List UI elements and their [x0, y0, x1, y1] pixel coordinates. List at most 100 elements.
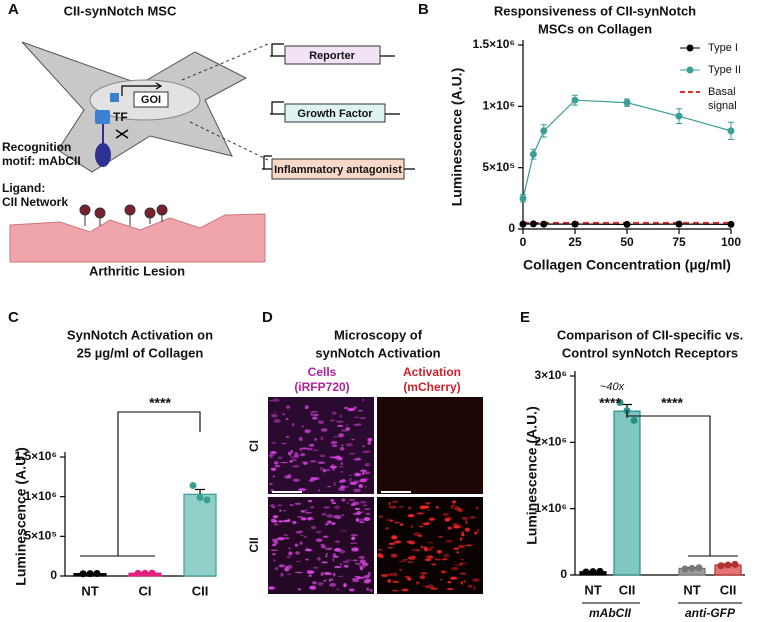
data-point [519, 220, 527, 228]
replicate-point [717, 562, 725, 570]
cell-signal [287, 518, 291, 522]
cell-signal [387, 546, 394, 549]
cell-signal [357, 410, 363, 412]
x-tick-label: NT [81, 583, 98, 598]
cell-signal [274, 461, 279, 465]
cell-signal [325, 555, 328, 558]
cell-signal [406, 540, 414, 543]
cell-signal [311, 416, 318, 420]
x-tick-label: 50 [620, 235, 634, 249]
goi-label: GOI [141, 94, 161, 106]
cell-signal [426, 547, 433, 552]
cell-signal [349, 478, 352, 482]
cell-signal [270, 467, 277, 472]
cell-signal [297, 588, 302, 591]
chart-title: Responsiveness of CII-synNotch [494, 3, 696, 18]
cell-signal [364, 486, 368, 488]
cell-signal [272, 515, 279, 519]
cell-signal [315, 530, 322, 534]
cell-signal [317, 461, 326, 464]
cell-signal [310, 506, 315, 509]
data-point [529, 150, 537, 158]
data-point [727, 127, 735, 135]
cell-signal [332, 557, 335, 562]
cell-signal [419, 575, 426, 580]
cell-signal [298, 530, 304, 533]
cell-signal [351, 536, 356, 541]
cell-signal [317, 582, 324, 586]
cell-signal [327, 520, 332, 524]
cell-signal [327, 485, 332, 488]
x-axis-label: Collagen Concentration (µg/ml) [523, 257, 731, 273]
cell-signal [366, 587, 370, 591]
cell-signal [281, 442, 287, 445]
cell-signal [276, 537, 285, 541]
cell-signal [409, 555, 417, 558]
cell-signal [272, 538, 278, 540]
cell-signal [348, 453, 356, 455]
cell-signal [447, 581, 452, 584]
annotation: **** [599, 395, 621, 411]
panel-label: C [8, 309, 19, 326]
cell-signal [460, 537, 463, 541]
cell-signal [339, 485, 346, 489]
cell-signal [337, 517, 340, 519]
cell-signal [289, 504, 294, 506]
cell-signal [336, 424, 344, 428]
cell-signal [434, 558, 441, 561]
cell-signal [310, 411, 313, 417]
microscopy-title: synNotch Activation [315, 345, 440, 360]
replicate-point [79, 570, 87, 578]
cell-signal [454, 564, 460, 566]
cell-signal [333, 514, 342, 519]
cell-signal [427, 584, 434, 589]
diagram-title: CII-synNotch MSC [64, 3, 177, 18]
cell-signal [273, 411, 276, 414]
micrograph [377, 397, 483, 494]
cell-signal [361, 451, 368, 453]
cell-signal [384, 527, 390, 530]
cell-signal [360, 469, 367, 473]
cell-signal [312, 581, 317, 585]
replicate-point [681, 565, 689, 573]
cell-signal [269, 399, 274, 402]
data-point [675, 112, 683, 120]
data-point [540, 127, 548, 135]
cell-signal [310, 477, 317, 481]
cell-signal [459, 562, 463, 566]
cell-signal [361, 398, 365, 402]
y-tick-label: 1.5×10⁶ [14, 449, 57, 463]
x-tick-label: CI [139, 583, 152, 598]
cell-signal [294, 543, 299, 547]
cell-signal [398, 560, 407, 563]
cell-signal [341, 514, 345, 517]
cell-signal [442, 512, 450, 517]
cell-signal [348, 498, 356, 502]
cell-signal [315, 538, 323, 542]
cell-signal [306, 447, 313, 451]
cell-signal [378, 515, 383, 519]
cell-signal [338, 487, 346, 491]
cell-signal [329, 456, 337, 459]
construct-label: Reporter [309, 50, 356, 62]
cell-signal [361, 478, 369, 481]
cell-signal [304, 511, 312, 514]
promoter-arrow [121, 85, 160, 96]
cell-signal [408, 506, 411, 510]
cell-signal [323, 579, 327, 582]
cell-signal [353, 458, 362, 461]
ligand [124, 204, 136, 216]
cell-signal [333, 481, 336, 486]
cell-signal [325, 553, 328, 555]
data-point [623, 220, 631, 228]
cell-signal [268, 586, 275, 590]
column-header: Activation [403, 365, 461, 379]
replicate-point [616, 399, 624, 407]
cell-signal [280, 572, 284, 577]
y-tick-label: 0 [50, 568, 57, 582]
cell-signal [320, 545, 327, 549]
cell-signal [401, 588, 409, 592]
cell-signal [351, 547, 359, 552]
cell-signal [277, 520, 284, 523]
cell-signal [377, 548, 383, 551]
